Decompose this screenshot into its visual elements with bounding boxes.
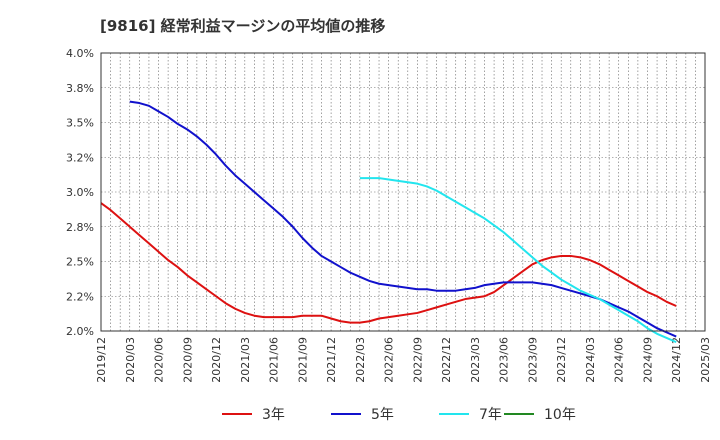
x-tick-label: 2023/12: [555, 337, 568, 383]
x-tick-label: 2020/09: [181, 337, 194, 383]
vertical-gridlines: [110, 53, 696, 331]
x-tick-label: 2024/03: [584, 337, 597, 383]
legend-label: 3年: [262, 407, 285, 423]
legend-label: 7年: [479, 407, 502, 423]
x-tick-label: 2024/09: [641, 337, 654, 383]
x-tick-label: 2022/06: [383, 337, 396, 383]
horizontal-gridlines: [101, 87, 705, 297]
legend-label: 10年: [544, 407, 576, 423]
series-line-7年: [359, 177, 677, 344]
series-line-5年: [129, 100, 677, 338]
x-tick-label: 2023/06: [498, 337, 511, 383]
x-tick-label: 2023/03: [469, 337, 482, 383]
x-tick-label: 2024/06: [613, 337, 626, 383]
x-tick-label: 2019/12: [95, 337, 108, 383]
x-tick-label: 2020/06: [153, 337, 166, 383]
x-tick-label: 2022/09: [411, 337, 424, 383]
x-tick-label: 2022/12: [440, 337, 453, 383]
x-axis-ticks: 2019/12 2020/03 2020/06 2020/09 2020/12 2021/…: [95, 337, 712, 383]
plot-border: [100, 52, 706, 332]
y-tick-label: 3.0%: [66, 186, 94, 199]
y-tick-label: 3.5%: [66, 117, 94, 130]
y-tick-label: 2.8%: [66, 221, 94, 234]
x-tick-label: 2021/12: [325, 337, 338, 383]
y-tick-label: 3.2%: [66, 151, 94, 164]
y-tick-label: 3.8%: [66, 82, 94, 95]
x-tick-label: 2021/09: [296, 337, 309, 383]
legend-label: 5年: [371, 407, 394, 423]
y-tick-label: 4.0%: [66, 47, 94, 60]
y-axis-ticks: 4.0% 3.8% 3.5% 3.2% 3.0% 2.8% 2.5% 2.2% 2.0%: [66, 47, 94, 338]
y-tick-label: 2.2%: [66, 290, 94, 303]
series-lines: [100, 100, 677, 344]
x-tick-label: 2020/03: [124, 337, 137, 383]
x-tick-label: 2021/03: [239, 337, 252, 383]
y-tick-label: 2.0%: [66, 325, 94, 338]
x-tick-label: 2025/03: [699, 337, 712, 383]
x-tick-label: 2021/06: [268, 337, 281, 383]
series-line-3年: [100, 202, 677, 324]
chart-title: [9816] 経常利益マージンの平均値の推移: [100, 17, 385, 35]
x-tick-label: 2020/12: [210, 337, 223, 383]
legend: 3年 5年 7年 10年: [222, 407, 576, 423]
x-tick-label: 2023/09: [526, 337, 539, 383]
y-tick-label: 2.5%: [66, 256, 94, 269]
x-tick-label: 2022/03: [354, 337, 367, 383]
x-tick-label: 2024/12: [670, 337, 683, 383]
